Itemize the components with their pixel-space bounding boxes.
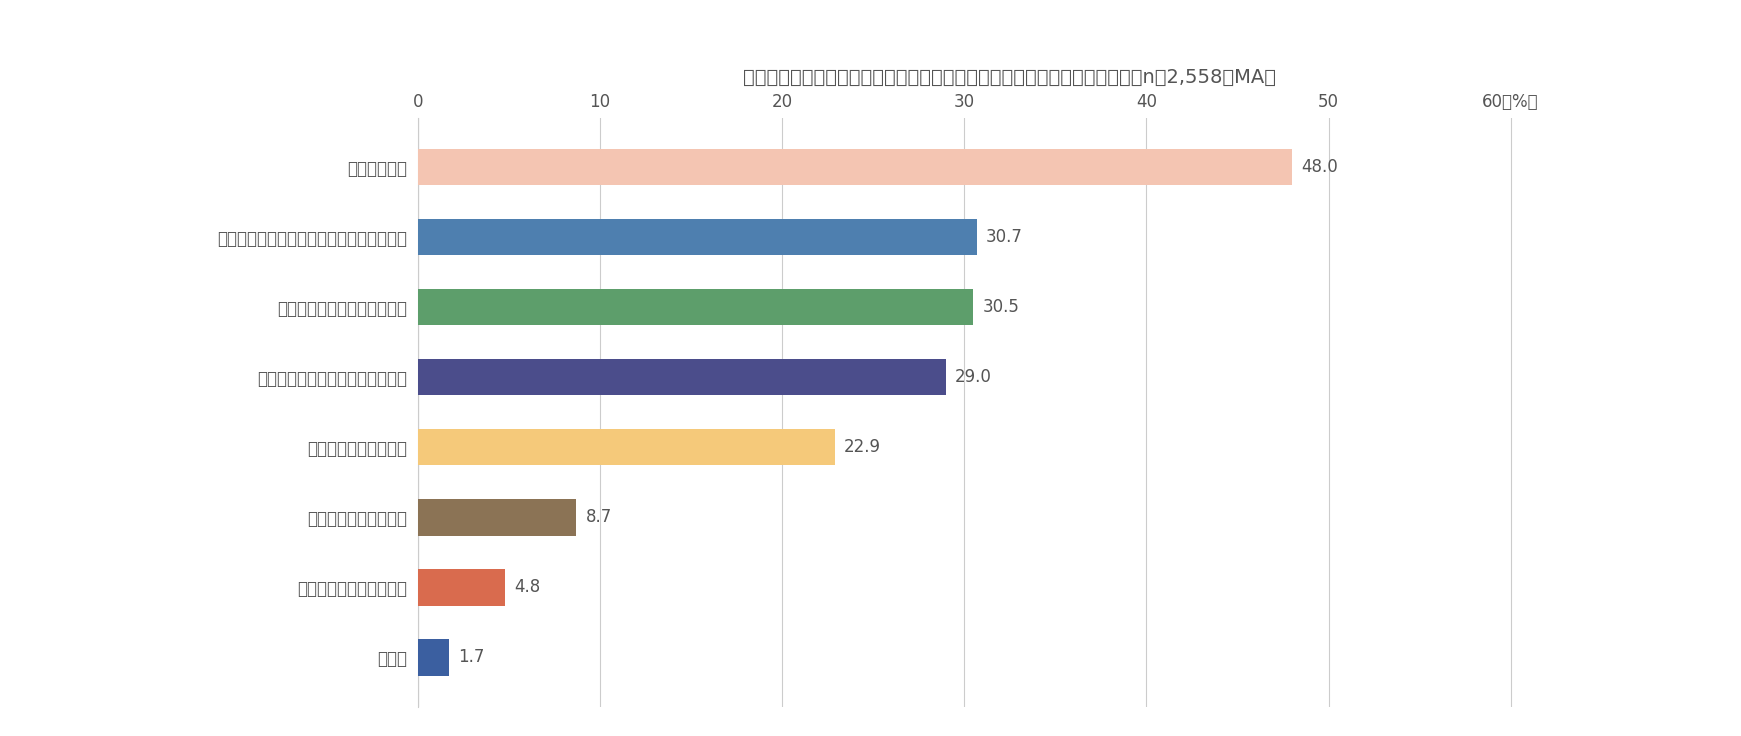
Bar (418, 149, 1292, 185)
Bar (418, 359, 945, 395)
Bar (418, 499, 576, 536)
Text: 1.7: 1.7 (458, 648, 484, 667)
Bar (418, 289, 973, 325)
Text: 22.9: 22.9 (844, 438, 881, 456)
Text: 30.5: 30.5 (982, 298, 1018, 316)
Text: 8.7: 8.7 (585, 509, 611, 526)
Text: 48.0: 48.0 (1301, 158, 1337, 176)
Bar (418, 429, 836, 465)
Text: 4.8: 4.8 (514, 578, 541, 596)
Title: リスキリングを推進するために、どういったことに取り組んでいますか　（n＝2,558、MA）: リスキリングを推進するために、どういったことに取り組んでいますか （n＝2,55… (743, 68, 1276, 87)
Bar (418, 219, 977, 255)
Text: 29.0: 29.0 (956, 368, 992, 386)
Text: 30.7: 30.7 (985, 228, 1024, 246)
Bar (418, 569, 505, 606)
Bar (418, 640, 449, 676)
